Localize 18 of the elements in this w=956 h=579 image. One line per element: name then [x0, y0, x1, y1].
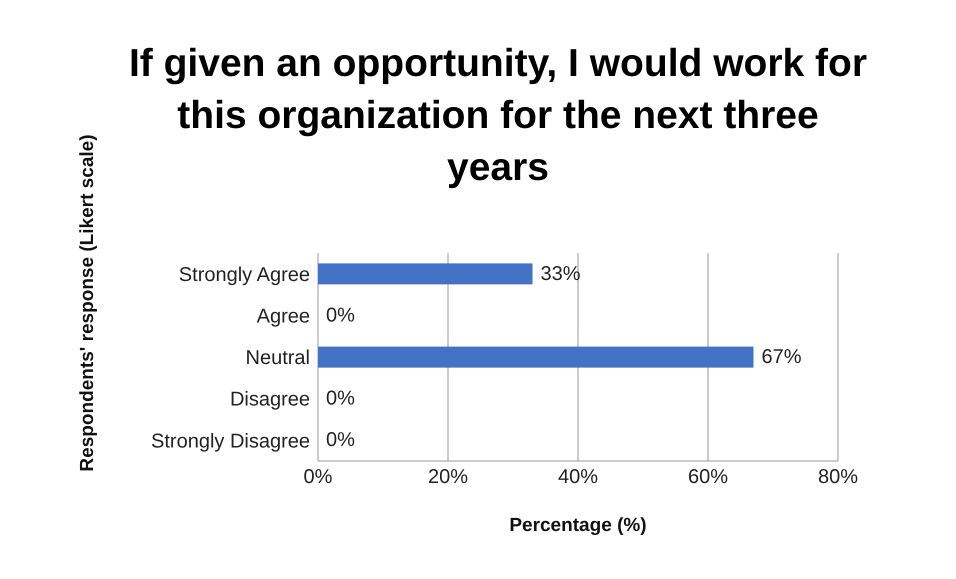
x-tick-label: 60%: [688, 466, 728, 488]
x-tick-label: 40%: [558, 466, 598, 488]
data-label: 0%: [326, 388, 356, 410]
y-tick-label: Neutral: [246, 347, 310, 370]
chart-title: If given an opportunity, I would work for this organization for the next three years: [128, 41, 868, 191]
y-tick-label: Strongly Agree: [178, 264, 310, 286]
x-tick-label: 80%: [818, 466, 858, 488]
y-tick-label: Strongly Disagree: [151, 430, 310, 452]
data-label: 33%: [540, 262, 581, 285]
x-tick-label: 20%: [428, 466, 468, 488]
x-axis-title: Percentage (%): [509, 515, 647, 536]
x-tick-label: 0%: [304, 466, 333, 488]
y-tick-label: Agree: [256, 306, 310, 328]
y-axis-title: Respondents' response (Likert scale): [77, 134, 99, 472]
data-label: 0%: [326, 429, 356, 452]
data-label: 67%: [762, 346, 802, 368]
y-tick-label: Disagree: [230, 388, 310, 411]
data-label: 0%: [326, 304, 356, 326]
